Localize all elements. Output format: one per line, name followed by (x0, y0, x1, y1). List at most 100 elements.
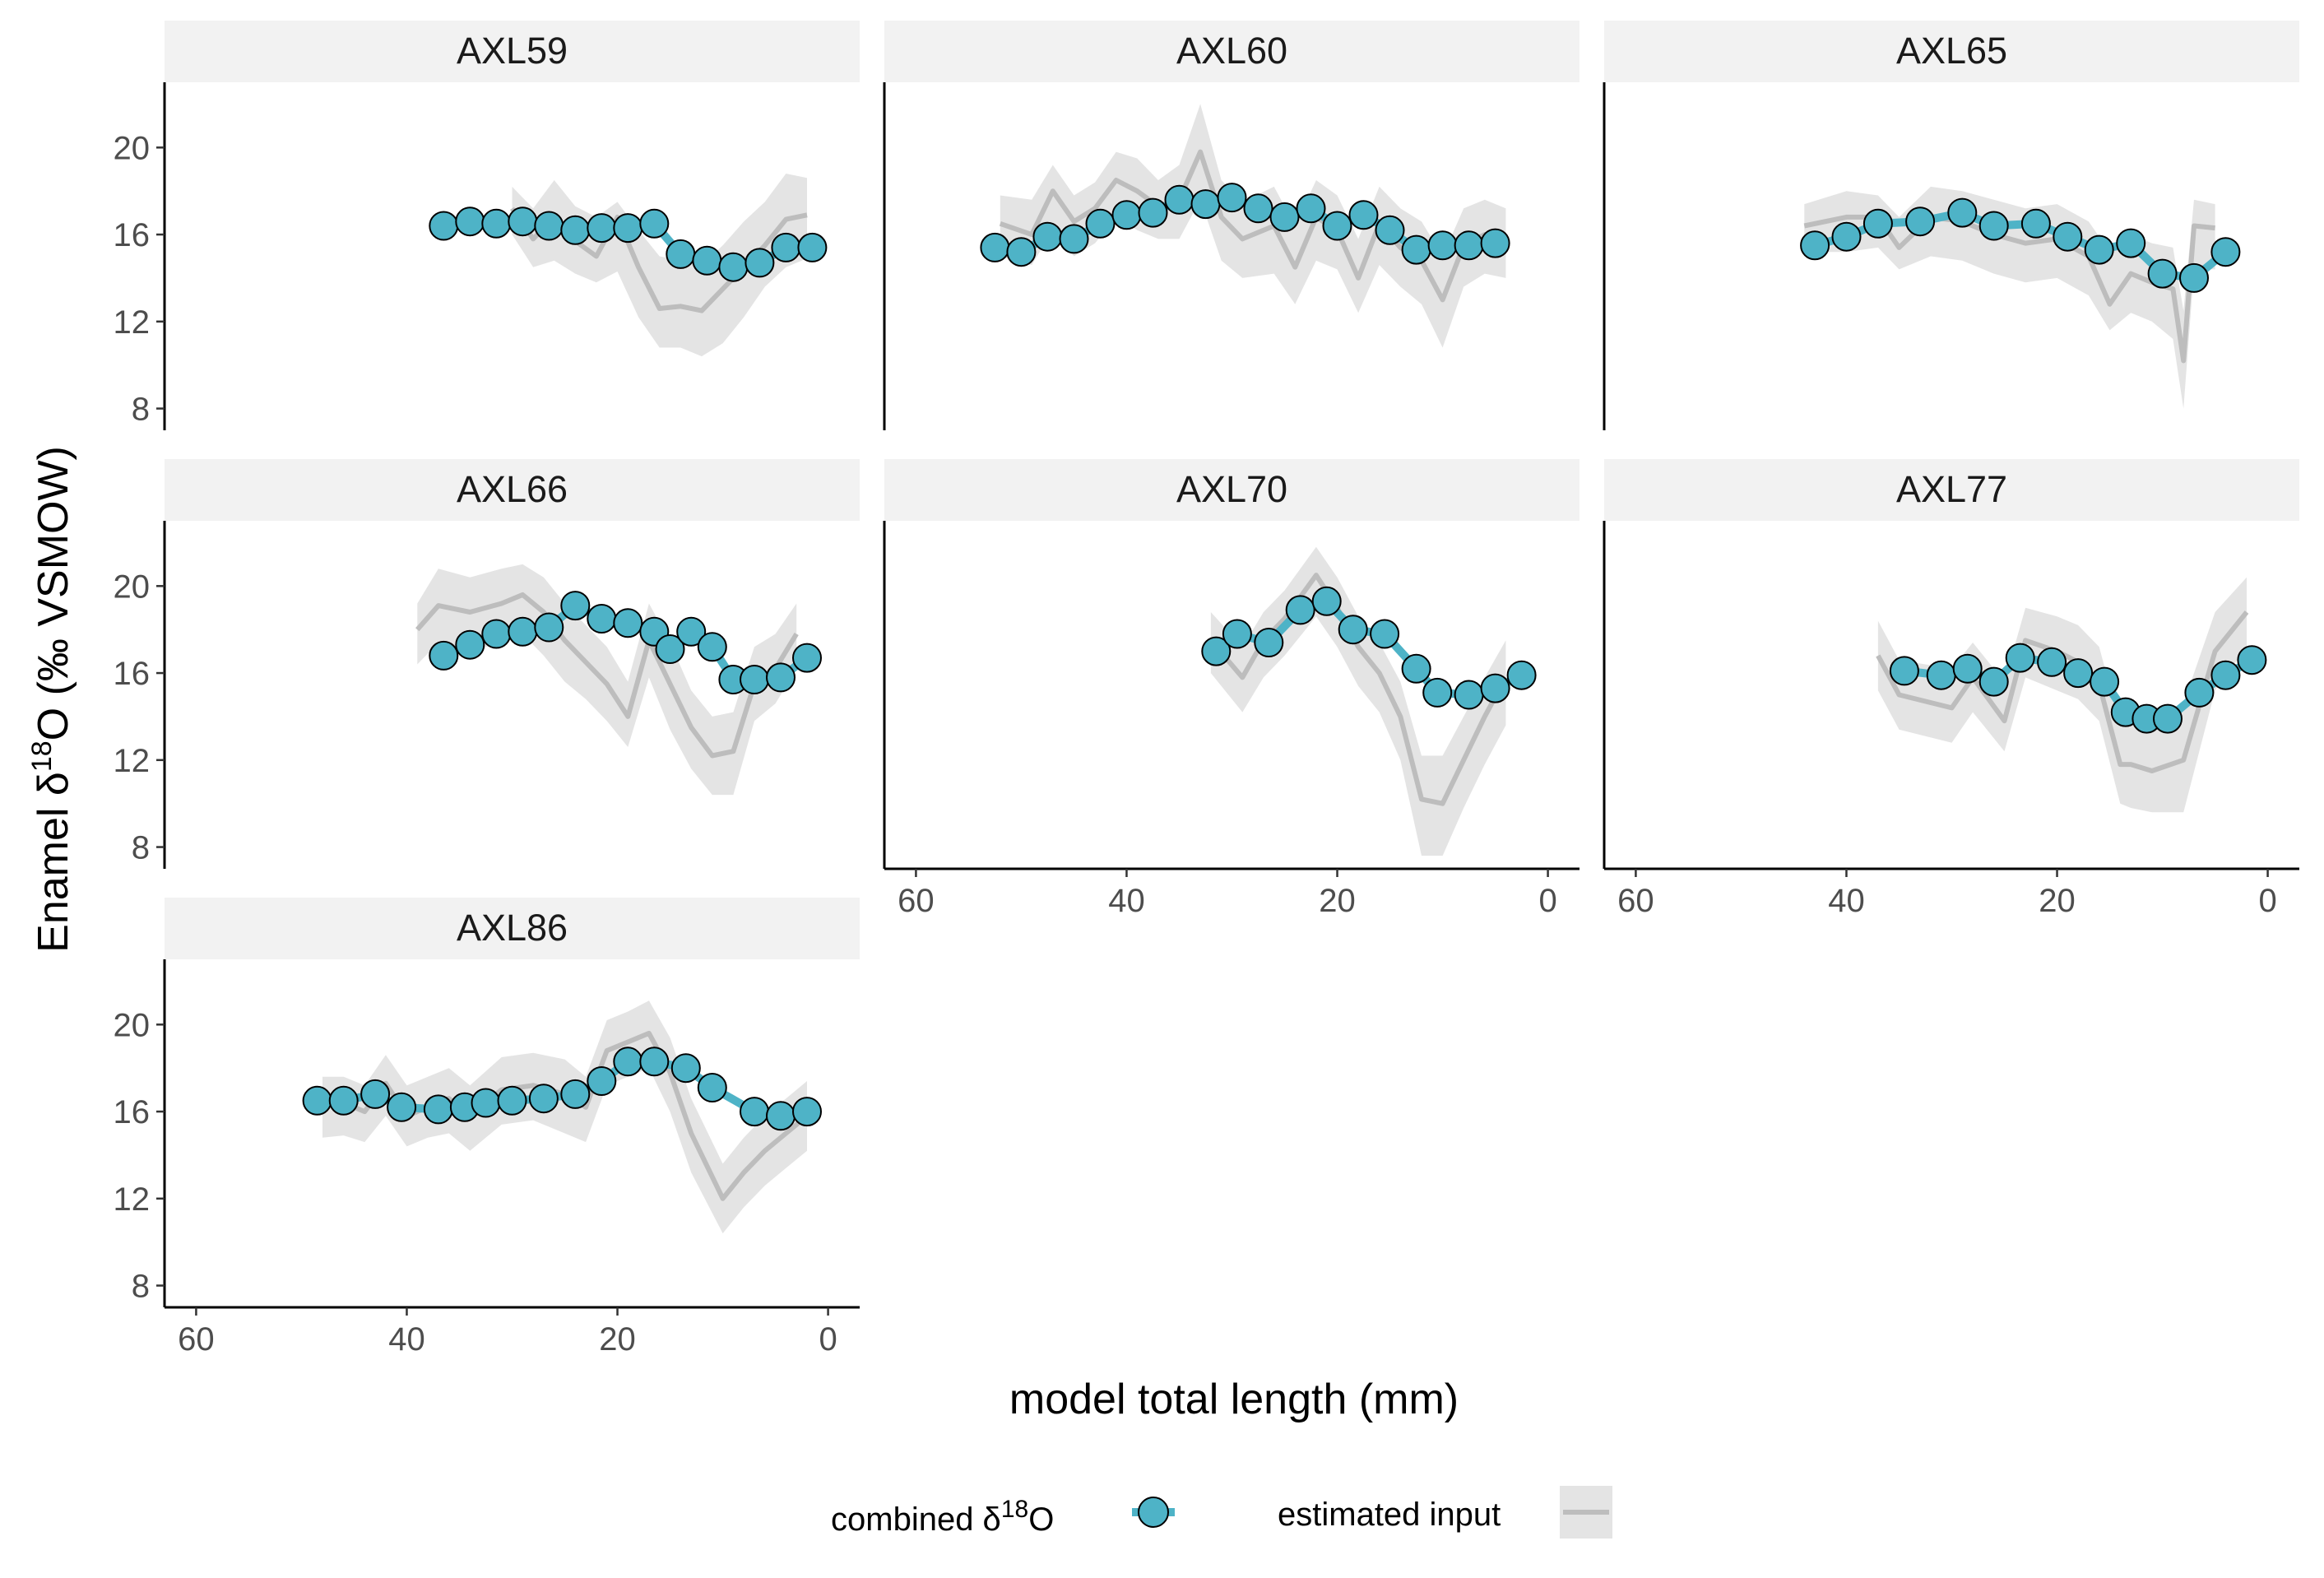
combined-point (613, 1047, 643, 1077)
panel-strip (165, 898, 860, 959)
combined-point (766, 1101, 796, 1131)
panel-title: AXL65 (1896, 30, 2007, 72)
combined-point (2237, 645, 2267, 675)
y-tick-label: 8 (132, 392, 150, 428)
combined-point (328, 1085, 359, 1116)
combined-point (1978, 666, 2009, 697)
x-tick-label: 60 (1617, 883, 1654, 919)
combined-point (980, 232, 1010, 262)
estimate-band (1000, 104, 1506, 348)
combined-point (670, 1053, 701, 1084)
panel-strip (1604, 459, 2299, 521)
combined-point (697, 632, 727, 662)
panel-AXL65: AXL65 (1603, 21, 2299, 430)
panel-strip (1604, 21, 2299, 82)
y-tick-label: 16 (114, 656, 151, 692)
panel-title: AXL59 (457, 30, 568, 72)
combined-point (676, 616, 707, 647)
combined-point (1243, 193, 1273, 224)
combined-point (481, 619, 512, 649)
combined-point (1480, 673, 1510, 703)
combined-point (1311, 586, 1342, 616)
y-axis-title-part-1: Enamel δ (30, 772, 77, 953)
combined-point (2005, 643, 2035, 673)
combined-point (2116, 228, 2146, 258)
combined-point (1222, 619, 1252, 649)
panel-AXL59: AXL59 8 12 16 20 (114, 21, 860, 430)
panel-title: AXL77 (1896, 468, 2007, 510)
combined-point (1905, 207, 1936, 237)
combined-point (740, 1097, 769, 1127)
combined-point (2020, 208, 2051, 239)
combined-point (1401, 234, 1431, 265)
x-tick-label: 0 (2258, 883, 2276, 919)
combined-point (2084, 234, 2114, 265)
legend-label-estimated: estimated input (1278, 1497, 1501, 1533)
combined-point (560, 1079, 591, 1109)
y-tick-label: 8 (132, 1269, 150, 1305)
x-tick-label: 20 (599, 1321, 636, 1358)
legend-key-combined-point (1138, 1497, 1169, 1528)
combined-point (613, 608, 643, 638)
combined-point (792, 1097, 822, 1127)
y-tick-label: 16 (114, 1094, 151, 1130)
combined-point (1454, 680, 1484, 710)
combined-point (1059, 224, 1089, 254)
combined-point (560, 215, 591, 245)
combined-point (692, 245, 722, 276)
combined-point (534, 211, 564, 241)
x-tick-label: 60 (178, 1321, 215, 1358)
combined-point (1032, 221, 1063, 252)
combined-point (1338, 615, 1368, 645)
combined-point (771, 232, 801, 262)
panel-strip (165, 459, 860, 521)
y-axis-title: Enamel δ18O (‰ VSMOW) (26, 446, 77, 953)
combined-point (1085, 208, 1116, 239)
combined-point (387, 1092, 417, 1122)
combined-point (2210, 237, 2241, 267)
legend: combined δ18O estimated input (831, 1486, 1612, 1539)
estimate-band (512, 174, 807, 357)
combined-point (745, 248, 775, 278)
combined-point (2037, 647, 2067, 677)
combined-point (1138, 197, 1168, 228)
x-tick-label: 0 (1538, 883, 1556, 919)
x-tick-label: 40 (1108, 883, 1145, 919)
combined-point (697, 1073, 727, 1102)
panel-title: AXL60 (1176, 30, 1287, 72)
combined-point (302, 1085, 332, 1116)
panel-strip (884, 21, 1579, 82)
combined-point (587, 213, 617, 244)
combined-point (1480, 228, 1510, 258)
combined-point (1111, 200, 1142, 230)
combined-point (1454, 230, 1484, 261)
combined-point (1831, 221, 1862, 252)
combined-point (2147, 258, 2178, 289)
x-tick-label: 60 (898, 883, 935, 919)
combined-point (1164, 184, 1194, 215)
combined-point (587, 604, 617, 634)
combined-point (1375, 215, 1405, 245)
facet-panels: AXL59 8 12 16 20 AXL60 AXL65 AXL66 8 12 16 20 AXL70 6… (114, 21, 2299, 1358)
combined-point (797, 232, 828, 262)
combined-point (639, 208, 670, 239)
combined-point (1506, 660, 1537, 690)
combined-point (1422, 677, 1453, 708)
x-tick-label: 40 (388, 1321, 425, 1358)
combined-point (1217, 183, 1247, 213)
legend-label-combined-part-1: combined δ (831, 1501, 1001, 1538)
y-tick-label: 12 (114, 304, 151, 341)
y-tick-label: 12 (114, 743, 151, 779)
combined-point (471, 1088, 501, 1118)
panel-strip (165, 21, 860, 82)
panel-AXL77: AXL77 60 40 20 0 (1603, 459, 2299, 919)
combined-point (718, 252, 749, 282)
panel-AXL70: AXL70 60 40 20 0 (883, 459, 1579, 919)
combined-point (587, 1066, 617, 1096)
y-tick-label: 8 (132, 830, 150, 866)
combined-point (1947, 197, 1978, 228)
combined-point (2184, 677, 2215, 708)
combined-point (481, 208, 512, 239)
combined-point (655, 634, 685, 664)
combined-point (1926, 660, 1956, 690)
